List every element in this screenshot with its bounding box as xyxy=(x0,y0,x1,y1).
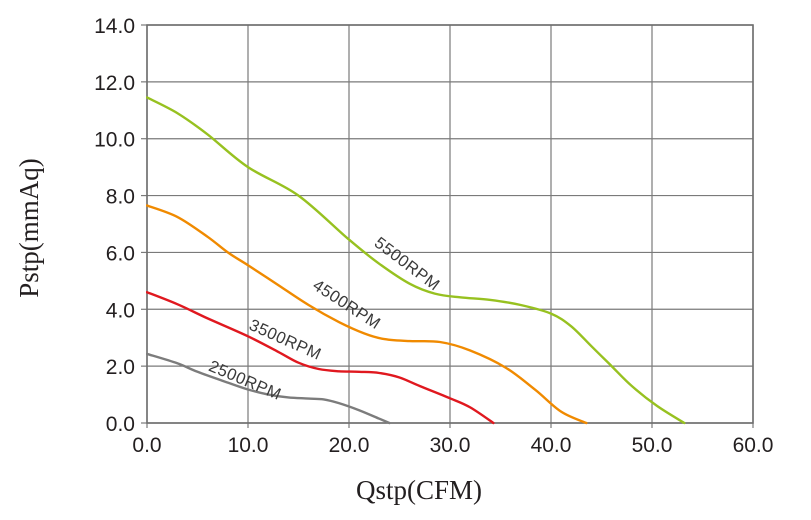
y-tick-label: 8.0 xyxy=(106,186,135,209)
x-tick-label: 10.0 xyxy=(228,434,269,457)
series-curve-3500rpm xyxy=(146,291,495,425)
series-curve-2500rpm xyxy=(146,352,391,425)
tick-layer xyxy=(141,24,754,428)
x-tick-label: 0.0 xyxy=(132,434,161,457)
y-tick-label: 10.0 xyxy=(94,129,135,152)
series-layer xyxy=(146,96,686,425)
x-tick-label: 40.0 xyxy=(531,434,572,457)
y-tick-label: 4.0 xyxy=(106,299,135,322)
series-curve-4500rpm xyxy=(146,204,588,425)
x-axis-title: Qstp(CFM) xyxy=(356,475,482,505)
y-tick-label: 0.0 xyxy=(106,413,135,436)
tick-label-layer: 0.0 10.0 20.0 30.0 40.0 50.0 60.0 0.0 2.0 4.0 6.0 8… xyxy=(94,15,773,457)
series-label-2500rpm: 2500RPM xyxy=(206,357,284,404)
x-tick-label: 20.0 xyxy=(329,434,370,457)
grid-layer xyxy=(146,24,754,424)
series-curve-5500rpm xyxy=(146,96,686,425)
x-tick-label: 60.0 xyxy=(733,434,774,457)
y-axis-title: Pstp(mmAq) xyxy=(14,158,44,298)
plot-area-border xyxy=(146,24,754,424)
x-tick-label: 50.0 xyxy=(632,434,673,457)
y-tick-label: 2.0 xyxy=(106,356,135,379)
x-tick-label: 30.0 xyxy=(430,434,471,457)
y-tick-label: 6.0 xyxy=(106,242,135,265)
y-tick-label: 14.0 xyxy=(94,15,135,38)
y-tick-label: 12.0 xyxy=(94,72,135,95)
